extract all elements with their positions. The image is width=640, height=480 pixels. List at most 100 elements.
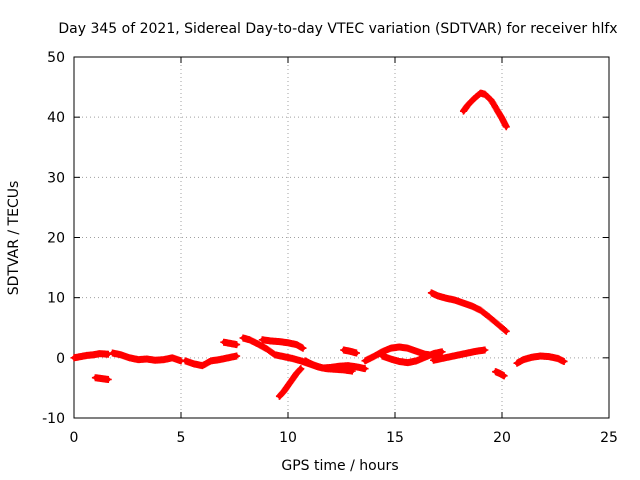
data-point	[397, 359, 402, 364]
data-point	[144, 356, 149, 362]
data-point	[208, 358, 214, 364]
data-point	[478, 308, 483, 313]
data-point	[294, 342, 299, 347]
data-point	[298, 358, 304, 364]
data-point	[341, 347, 346, 353]
data-point	[482, 347, 488, 353]
x-tick-label: 0	[70, 430, 79, 446]
data-point	[465, 102, 470, 108]
data-point	[439, 349, 445, 355]
data-point	[300, 346, 306, 351]
x-tick-label: 25	[600, 430, 618, 446]
data-point	[501, 373, 507, 379]
data-point	[504, 329, 509, 334]
y-tick-label: 40	[47, 110, 65, 126]
series-arc-2	[91, 374, 112, 383]
series-arc-1	[70, 350, 112, 362]
data-point	[499, 116, 505, 121]
data-point	[71, 355, 77, 361]
data-point	[414, 349, 419, 354]
data-point	[474, 349, 479, 354]
data-point	[388, 346, 393, 351]
data-point	[161, 357, 167, 362]
data-point	[439, 356, 445, 361]
data-point	[118, 352, 124, 358]
x-tick-label: 20	[493, 430, 511, 446]
data-point	[493, 369, 498, 374]
data-point	[328, 365, 333, 370]
data-point	[514, 361, 520, 366]
series-arc-15	[459, 89, 510, 131]
data-point	[272, 352, 278, 358]
series-arc-8	[275, 365, 305, 400]
series-arc-14	[427, 289, 510, 335]
x-tick-label: 5	[177, 430, 186, 446]
chart-title: Day 345 of 2021, Sidereal Day-to-day VTE…	[58, 21, 617, 37]
data-point	[136, 357, 141, 362]
y-tick-label: 20	[47, 231, 65, 247]
data-point	[260, 337, 265, 342]
data-point	[91, 352, 96, 358]
x-tick-label: 10	[279, 430, 297, 446]
data-point	[234, 342, 239, 347]
data-point	[444, 296, 449, 301]
data-point	[379, 353, 385, 359]
y-tick-label: -10	[42, 411, 65, 427]
data-point	[495, 321, 500, 327]
series-arc-12	[378, 348, 446, 367]
data-point	[170, 355, 175, 361]
series-arc-17	[513, 352, 568, 367]
data-point	[354, 364, 359, 370]
data-point	[561, 359, 567, 364]
data-point	[268, 338, 274, 344]
data-point	[457, 352, 462, 358]
data-point	[97, 376, 102, 381]
data-point	[290, 356, 295, 361]
data-point	[285, 340, 291, 345]
data-point	[422, 355, 428, 360]
data-point	[240, 335, 246, 341]
data-point	[200, 363, 205, 368]
data-point	[247, 337, 252, 342]
data-point	[294, 371, 299, 376]
data-point	[347, 349, 353, 354]
data-points	[70, 89, 568, 400]
x-tick-label: 15	[386, 430, 404, 446]
data-point	[228, 341, 233, 346]
data-point	[337, 364, 342, 369]
data-point	[448, 354, 453, 359]
data-point	[302, 358, 308, 364]
series-arc-16	[492, 368, 508, 380]
data-point	[388, 356, 393, 362]
y-axis-label: SDTVAR / TECUs	[6, 181, 22, 296]
data-point	[110, 350, 115, 356]
data-point	[521, 357, 526, 362]
data-point	[497, 371, 503, 376]
series-arc-13	[430, 346, 489, 364]
data-point	[555, 356, 560, 361]
y-tick-label: 10	[47, 291, 65, 307]
axis-ticks: 0 5 10 15 20 25 -10 0 10 20 30 40 50	[42, 50, 618, 446]
data-point	[255, 341, 261, 347]
data-point	[529, 355, 535, 360]
data-point	[465, 350, 470, 356]
data-point	[405, 360, 411, 365]
series-arc-3	[109, 349, 185, 365]
data-point	[178, 358, 184, 364]
data-point	[264, 346, 269, 352]
data-point	[277, 394, 282, 399]
data-point	[298, 366, 304, 371]
data-point	[290, 377, 295, 382]
data-point	[281, 354, 286, 359]
data-point	[106, 377, 111, 382]
data-markers	[427, 289, 510, 335]
series-arc-5	[220, 338, 241, 349]
y-tick-label: 0	[56, 351, 65, 367]
data-point	[371, 354, 376, 359]
data-point	[495, 108, 500, 114]
data-point	[435, 293, 440, 299]
data-point	[461, 108, 466, 114]
data-point	[478, 90, 483, 96]
data-point	[320, 365, 325, 371]
